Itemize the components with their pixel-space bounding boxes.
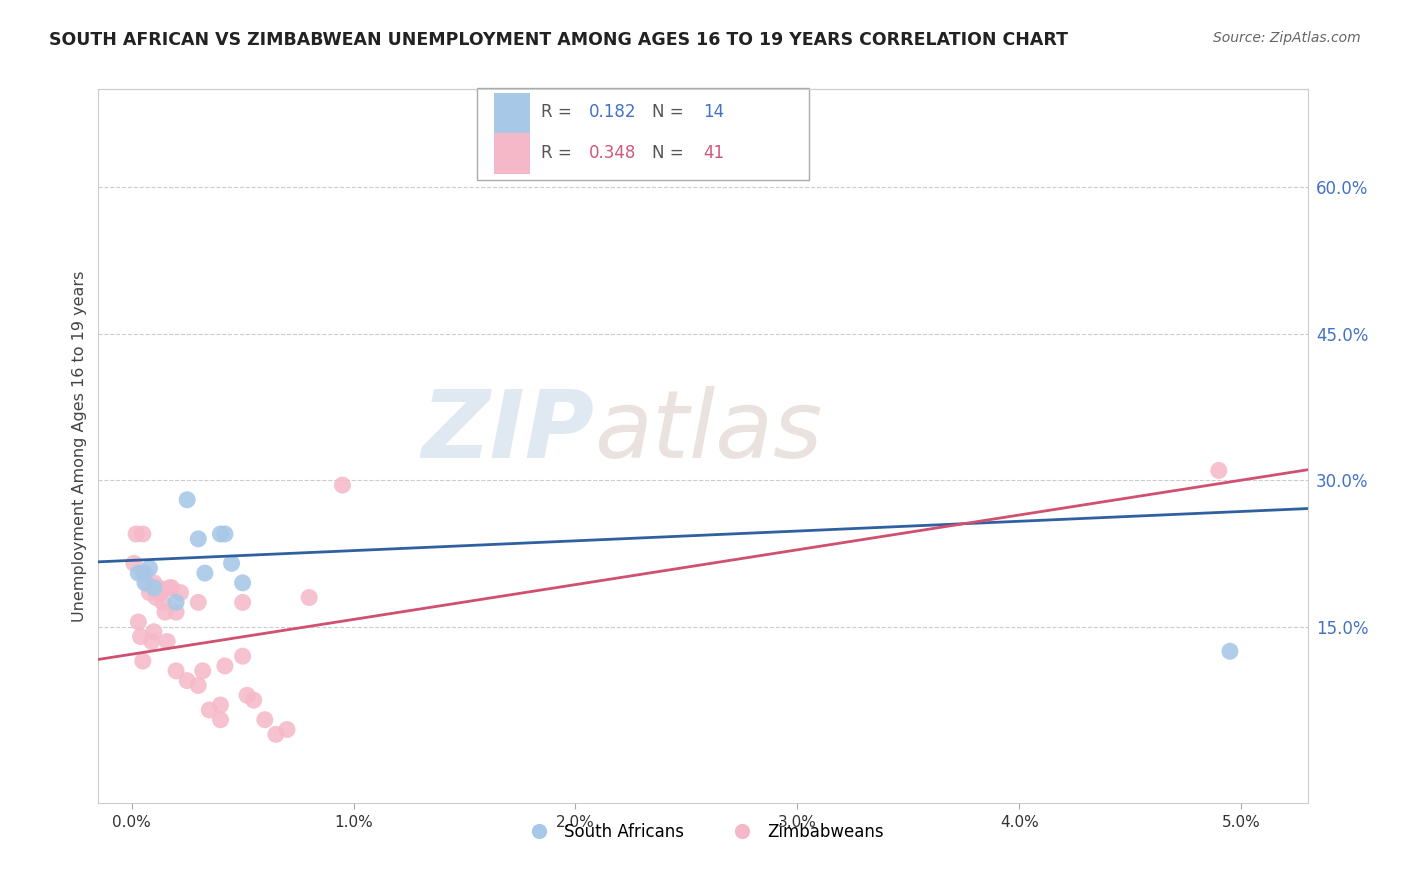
Point (332, 478, 354, 492)
Point (232, 595, 254, 609)
FancyBboxPatch shape (494, 134, 530, 174)
Text: 0.348: 0.348 (589, 144, 637, 161)
Point (156, 634, 179, 648)
Point (214, 527, 236, 541)
Point (165, 595, 187, 609)
Point (122, 557, 145, 571)
Point (214, 659, 236, 673)
Text: Source: ZipAtlas.com: Source: ZipAtlas.com (1213, 31, 1361, 45)
Text: 41: 41 (703, 144, 724, 161)
Point (198, 703, 221, 717)
Point (138, 561, 160, 575)
Point (138, 585, 160, 599)
Point (127, 566, 149, 580)
Point (129, 630, 152, 644)
Point (194, 566, 217, 580)
Point (1219, 644, 1241, 658)
Point (142, 581, 165, 595)
Point (276, 723, 298, 737)
FancyBboxPatch shape (477, 88, 810, 180)
Point (187, 532, 209, 546)
FancyBboxPatch shape (494, 93, 530, 134)
Point (142, 575, 165, 590)
Point (191, 664, 214, 678)
Point (187, 678, 209, 692)
Point (187, 595, 209, 609)
Point (242, 693, 264, 707)
Point (209, 698, 232, 712)
Point (169, 585, 191, 599)
Point (125, 527, 148, 541)
Point (209, 713, 232, 727)
Point (160, 581, 183, 595)
Text: ZIP: ZIP (422, 385, 595, 478)
Point (264, 727, 287, 741)
Point (132, 654, 155, 668)
Point (1208, 463, 1230, 477)
Point (209, 527, 232, 541)
Point (134, 566, 156, 580)
Point (232, 575, 254, 590)
Point (148, 581, 170, 595)
Legend: South Africans, Zimbabweans: South Africans, Zimbabweans (516, 817, 890, 848)
Point (141, 634, 163, 648)
Point (157, 581, 180, 595)
Point (253, 713, 276, 727)
Point (236, 688, 259, 702)
Text: R =: R = (541, 103, 576, 121)
Point (142, 624, 165, 639)
Point (176, 673, 198, 688)
Point (165, 605, 187, 619)
Point (132, 527, 155, 541)
Text: SOUTH AFRICAN VS ZIMBABWEAN UNEMPLOYMENT AMONG AGES 16 TO 19 YEARS CORRELATION C: SOUTH AFRICAN VS ZIMBABWEAN UNEMPLOYMENT… (49, 31, 1069, 49)
Point (149, 585, 172, 599)
Point (134, 575, 156, 590)
Text: 0.182: 0.182 (589, 103, 637, 121)
Point (145, 591, 167, 605)
Point (232, 649, 254, 664)
Y-axis label: Unemployment Among Ages 16 to 19 years: Unemployment Among Ages 16 to 19 years (72, 270, 87, 622)
Point (176, 492, 198, 507)
Text: N =: N = (652, 144, 689, 161)
Point (136, 575, 159, 590)
Text: R =: R = (541, 144, 576, 161)
Point (221, 557, 243, 571)
Point (152, 595, 174, 609)
Text: N =: N = (652, 103, 689, 121)
Text: atlas: atlas (595, 386, 823, 477)
Point (127, 615, 149, 629)
Point (165, 664, 187, 678)
Point (153, 605, 176, 619)
Point (132, 566, 155, 580)
Text: 14: 14 (703, 103, 724, 121)
Point (298, 591, 321, 605)
